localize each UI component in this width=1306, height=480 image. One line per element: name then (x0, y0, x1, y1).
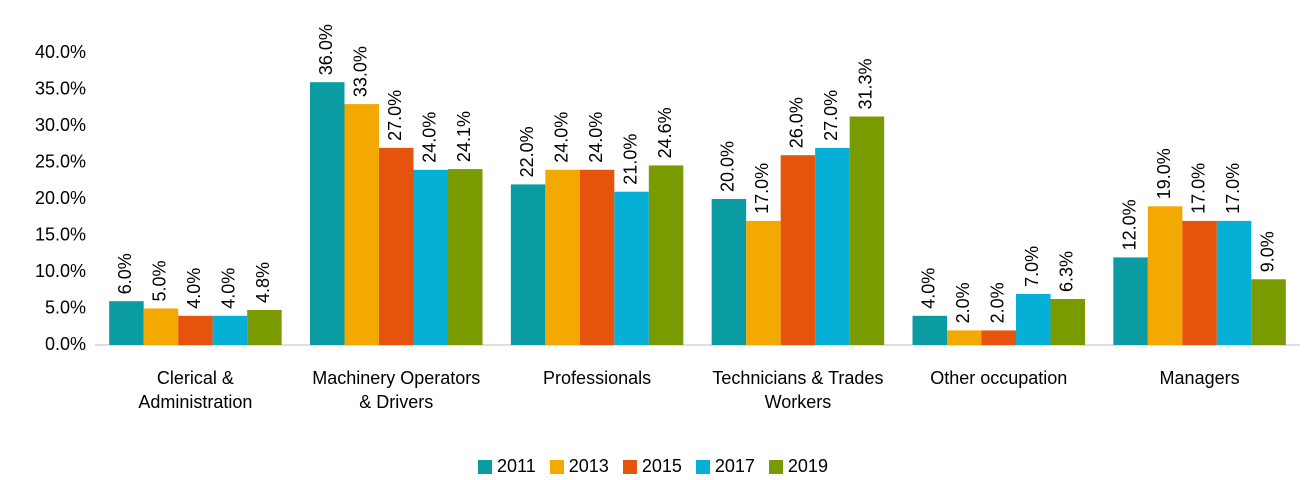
bar (711, 199, 747, 345)
bar (310, 82, 345, 345)
legend-item: 2017 (695, 456, 755, 477)
bar (815, 147, 850, 345)
data-label: 24.1% (454, 111, 474, 162)
data-label: 27.0% (821, 90, 841, 141)
legend-label: 2015 (641, 456, 682, 476)
bar (849, 116, 885, 345)
data-label: 2.0% (953, 282, 973, 323)
data-label: 6.0% (115, 253, 135, 294)
bar (981, 330, 1016, 345)
y-tick-label: 35.0% (35, 78, 86, 98)
legend-label: 2019 (787, 456, 828, 476)
data-label: 4.0% (219, 268, 239, 309)
data-label: 17.0% (1188, 163, 1208, 214)
data-label: 4.8% (253, 262, 273, 303)
x-tick-label: Professionals (543, 368, 652, 388)
y-tick-label: 40.0% (35, 42, 86, 62)
legend-item: 2015 (622, 456, 682, 477)
data-label: 36.0% (316, 24, 336, 75)
data-label: 26.0% (787, 97, 807, 148)
bar (379, 147, 414, 345)
bar (1113, 257, 1148, 345)
bar (1182, 220, 1217, 345)
bar (780, 155, 816, 345)
legend-item: 2019 (768, 456, 828, 477)
y-tick-label: 30.0% (35, 115, 86, 135)
bar (413, 169, 448, 345)
data-label: 21.0% (620, 134, 640, 185)
bar (1016, 293, 1051, 345)
y-tick-label: 0.0% (45, 334, 86, 354)
legend-label: 2011 (497, 456, 536, 476)
bar (1050, 299, 1085, 345)
data-label: 5.0% (150, 260, 170, 301)
x-tick-label: Other occupation (930, 368, 1068, 388)
bar (109, 301, 144, 345)
data-label: 17.0% (752, 163, 772, 214)
legend-swatch (549, 459, 564, 474)
data-label: 7.0% (1022, 246, 1042, 287)
y-tick-label: 25.0% (35, 151, 86, 171)
bar (579, 169, 615, 345)
data-label: 24.6% (655, 107, 675, 158)
data-label: 2.0% (988, 282, 1008, 323)
data-label: 9.0% (1257, 231, 1277, 272)
data-label: 12.0% (1119, 199, 1139, 250)
bar (746, 220, 781, 345)
data-label: 20.0% (718, 141, 738, 192)
legend-label: 2013 (568, 456, 609, 476)
data-label: 31.3% (856, 58, 876, 109)
legend-swatch (478, 459, 493, 474)
bar (1147, 206, 1183, 345)
legend-item: 2013 (549, 456, 609, 477)
legend: 2011 2013 2015 2017 2019 (0, 456, 1306, 477)
bar (1251, 279, 1286, 345)
data-label: 17.0% (1223, 163, 1243, 214)
data-label: 19.0% (1154, 148, 1174, 199)
y-tick-label: 15.0% (35, 224, 86, 244)
legend-swatch (622, 459, 637, 474)
data-label: 4.0% (919, 268, 939, 309)
legend-swatch (695, 459, 710, 474)
x-tick-label: Machinery Operators & Drivers (312, 368, 481, 412)
data-label: 6.3% (1057, 251, 1077, 292)
bar (344, 104, 379, 345)
bar (648, 165, 684, 345)
data-label: 24.0% (420, 112, 440, 163)
bar (143, 308, 179, 345)
bar (545, 169, 580, 345)
bar (448, 169, 483, 345)
y-tick-label: 10.0% (35, 261, 86, 281)
bar (178, 315, 213, 345)
legend-item: 2011 (478, 456, 536, 477)
bar (212, 315, 248, 345)
data-label: 24.0% (586, 112, 606, 163)
x-tick-label: Clerical & Administration (138, 368, 253, 412)
data-label: 24.0% (551, 112, 571, 163)
y-tick-label: 5.0% (45, 297, 86, 317)
legend-label: 2017 (714, 456, 755, 476)
y-tick-label: 20.0% (35, 188, 86, 208)
data-label: 22.0% (517, 126, 537, 177)
legend-swatch (768, 459, 783, 474)
data-label: 4.0% (184, 268, 204, 309)
data-label: 27.0% (385, 90, 405, 141)
bar (510, 184, 546, 345)
x-tick-label: Technicians & Trades Workers (712, 368, 884, 412)
bar (247, 309, 282, 345)
bar (614, 191, 649, 345)
x-tick-label: Managers (1159, 368, 1240, 388)
bar (912, 315, 947, 345)
data-label: 33.0% (351, 46, 371, 97)
bar (1216, 220, 1252, 345)
bar (947, 330, 982, 345)
